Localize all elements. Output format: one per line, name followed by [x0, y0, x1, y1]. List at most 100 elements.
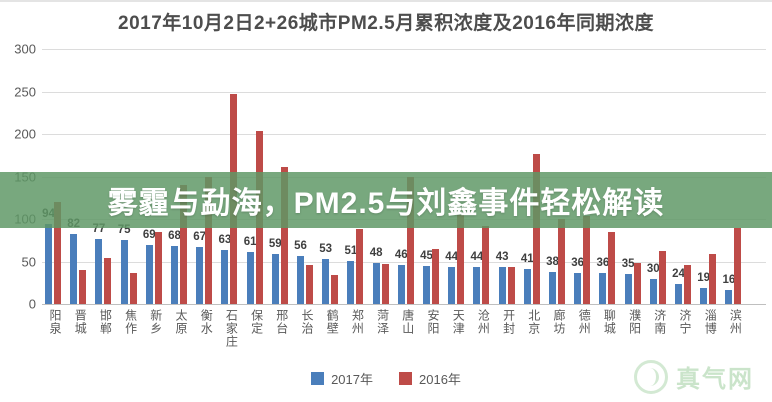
bar-2017年-济宁 — [675, 283, 682, 304]
bar-2016年-鹤壁 — [331, 275, 339, 304]
x-label-德州: 德州 — [577, 309, 592, 335]
legend-swatch-2017 — [311, 371, 325, 385]
bar-2017年-邯郸 — [95, 238, 103, 304]
chart-title: 2017年10月2日2+26城市PM2.5月累积浓度及2016年同期浓度 — [118, 13, 654, 34]
x-axis-line — [42, 304, 766, 305]
x-label-焦作: 焦作 — [123, 309, 138, 335]
legend-item-2017: 2017年 — [311, 369, 373, 388]
bar-2016年-邯郸 — [104, 258, 112, 304]
bar-2016年-菏泽 — [381, 264, 389, 304]
x-label-济南: 济南 — [652, 309, 667, 335]
bar-2016年-德州 — [583, 216, 591, 304]
x-label-淄博: 淄博 — [703, 309, 718, 335]
bar-2017年-晋城 — [70, 234, 78, 304]
bar-2017年-滨州 — [725, 290, 733, 304]
value-label-济南: 30 — [646, 262, 660, 275]
bar-2017年-廊坊 — [549, 271, 556, 304]
value-label-衡水: 67 — [193, 231, 207, 244]
bar-2017年-沧州 — [473, 266, 481, 304]
x-label-太原: 太原 — [174, 309, 188, 335]
x-label-滨州: 滨州 — [728, 309, 743, 335]
x-label-衡水: 衡水 — [199, 309, 214, 335]
x-label-开封: 开封 — [501, 309, 516, 335]
bar-2016年-聊城 — [608, 231, 616, 304]
bar-2017年-郑州 — [347, 260, 355, 304]
bar-2016年-新乡 — [154, 231, 162, 304]
value-label-天津: 44 — [445, 250, 459, 263]
y-tick-label-300: 300 — [14, 41, 36, 57]
value-label-滨州: 16 — [722, 274, 736, 287]
bar-2016年-郑州 — [356, 229, 364, 304]
bar-2017年-邢台 — [271, 253, 279, 304]
bar-2017年-唐山 — [397, 264, 405, 304]
value-label-濮阳: 35 — [621, 258, 635, 271]
bar-2016年-阳泉 — [54, 202, 61, 304]
value-label-济宁: 24 — [672, 267, 685, 280]
bar-2017年-德州 — [574, 273, 582, 304]
gridline-250 — [42, 91, 766, 93]
value-label-廊坊: 38 — [546, 255, 559, 268]
value-label-石家庄: 63 — [218, 234, 232, 247]
value-label-邢台: 59 — [268, 237, 282, 250]
watermark-text: 真气网 — [676, 366, 754, 393]
bar-2017年-保定 — [246, 252, 254, 304]
x-label-廊坊: 廊坊 — [552, 309, 566, 335]
bar-2017年-长治 — [297, 256, 304, 304]
value-label-鹤壁: 53 — [319, 242, 333, 255]
x-label-济宁: 济宁 — [678, 309, 692, 335]
x-label-邢台: 邢台 — [274, 309, 289, 335]
x-label-沧州: 沧州 — [476, 309, 491, 335]
bar-2017年-聊城 — [599, 273, 607, 304]
bar-2017年-阳泉 — [45, 224, 52, 304]
bar-2016年-太原 — [180, 185, 187, 304]
bar-2016年-晋城 — [79, 270, 87, 304]
x-label-长治: 长治 — [300, 309, 314, 335]
bar-2016年-衡水 — [205, 176, 213, 304]
bar-2016年-淄博 — [709, 253, 717, 304]
bar-2016年-安阳 — [432, 248, 439, 304]
bar-2017年-石家庄 — [221, 250, 229, 304]
bar-2017年-濮阳 — [624, 274, 632, 304]
x-label-菏泽: 菏泽 — [375, 309, 390, 335]
gridline-300 — [42, 49, 766, 50]
x-label-聊城: 聊城 — [602, 309, 617, 335]
headline-text: 雾霾与勐海，PM2.5与刘鑫事件轻松解读 — [107, 187, 665, 220]
y-tick-label-50: 50 — [21, 254, 36, 269]
bar-2017年-太原 — [171, 246, 178, 304]
bar-2016年-滨州 — [734, 228, 742, 304]
legend-label-2017: 2017年 — [331, 371, 373, 387]
bar-2017年-鹤壁 — [322, 258, 330, 304]
bar-2016年-唐山 — [406, 177, 414, 304]
y-tick-label-250: 250 — [14, 84, 36, 99]
bar-2017年-济南 — [649, 278, 657, 304]
x-label-晋城: 晋城 — [73, 309, 88, 335]
bar-2017年-开封 — [498, 267, 506, 304]
value-label-开封: 43 — [495, 251, 509, 264]
value-label-太原: 68 — [168, 230, 181, 243]
value-label-郑州: 51 — [344, 244, 358, 257]
x-label-阳泉: 阳泉 — [48, 309, 62, 335]
x-label-保定: 保定 — [249, 309, 264, 335]
x-label-唐山: 唐山 — [400, 309, 415, 335]
bar-2016年-开封 — [507, 267, 515, 304]
bar-2016年-长治 — [306, 264, 313, 304]
bar-2016年-济南 — [658, 251, 666, 304]
value-label-长治: 56 — [294, 240, 307, 253]
bar-2016年-北京 — [532, 153, 540, 304]
legend-swatch-2016 — [399, 371, 412, 385]
bar-2016年-济宁 — [684, 264, 691, 304]
value-label-北京: 41 — [520, 253, 534, 266]
legend: 2017年 2016年 — [0, 368, 772, 388]
bar-2016年-濮阳 — [633, 263, 641, 304]
bar-2016年-焦作 — [129, 273, 137, 304]
x-label-郑州: 郑州 — [350, 309, 365, 335]
x-label-天津: 天津 — [451, 309, 466, 335]
bar-2017年-淄博 — [700, 287, 708, 304]
x-label-安阳: 安阳 — [426, 309, 440, 335]
gridline-50 — [42, 261, 766, 263]
x-label-石家庄: 石家庄 — [224, 309, 239, 348]
bar-2017年-天津 — [448, 266, 456, 304]
headline-overlay-banner: 雾霾与勐海，PM2.5与刘鑫事件轻松解读 — [0, 172, 772, 228]
